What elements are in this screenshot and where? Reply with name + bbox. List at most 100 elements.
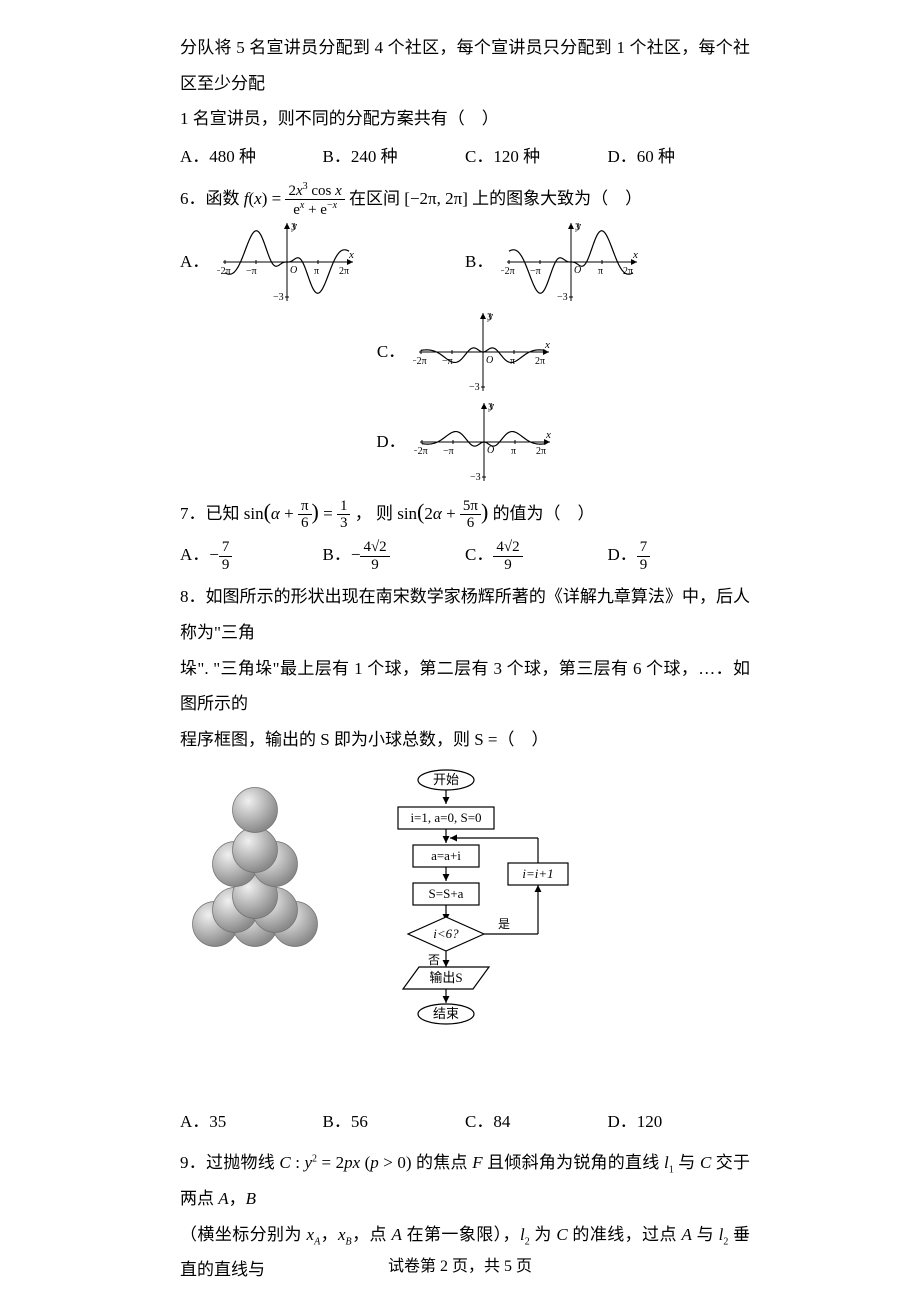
svg-text:O: O <box>574 265 581 276</box>
q7-B-den: 9 <box>360 557 389 574</box>
q8-flowchart: 开始i=1, a=0, S=0a=a+iS=S+ai<6?否是i=i+1输出S结… <box>358 764 578 1094</box>
q7-B-lbl: B． <box>323 545 351 564</box>
q7-opt-D: D．79 <box>608 537 751 573</box>
q7-B-frac: 4√29 <box>360 539 389 573</box>
q8-opt-A: A．35 <box>180 1104 323 1140</box>
q8-line3: 程序框图，输出的 S 即为小球总数，则 S =（ ） <box>180 722 750 758</box>
q8-opt-B: B．56 <box>323 1104 466 1140</box>
svg-text:x: x <box>632 249 638 261</box>
q6-graph-C: −2π−ππ2πOxy3−3 <box>413 309 553 395</box>
q8-t2: 垛". "三角垛"最上层有 1 个球，第二层有 3 个球，第三层有 6 个球，…… <box>180 659 750 714</box>
q5-stem-line1: 分队将 5 名宣讲员分配到 4 个社区，每个宣讲员只分配到 1 个社区，每个社区… <box>180 30 750 101</box>
q6-num: 2x3 cos x <box>285 181 344 201</box>
svg-text:i<6?: i<6? <box>433 926 459 941</box>
svg-text:x: x <box>545 429 551 441</box>
svg-text:2π: 2π <box>623 266 633 277</box>
q8-balls <box>180 764 330 959</box>
q7-opt-A: A．−79 <box>180 537 323 573</box>
svg-text:O: O <box>486 355 493 366</box>
q6-pair-A: A． −2π−ππ2πOxy3−3 <box>180 219 465 305</box>
q6-label-B: B． <box>465 244 493 280</box>
svg-text:是: 是 <box>498 917 510 931</box>
q6-interval: [−2π, 2π] <box>404 189 468 208</box>
q7-A-frac: 79 <box>219 539 233 573</box>
q6-row-AB: A． −2π−ππ2πOxy3−3 B． −2π−ππ2πOxy3−3 <box>180 219 750 305</box>
q8-t1: 8．如图所示的形状出现在南宋数学家杨辉所著的《详解九章算法》中，后人称为"三角 <box>180 587 750 642</box>
svg-text:π: π <box>314 266 319 277</box>
svg-text:3: 3 <box>488 402 493 413</box>
q7-C-den: 9 <box>493 557 522 574</box>
svg-text:−π: −π <box>246 266 257 277</box>
q8-opt-C: C．84 <box>465 1104 608 1140</box>
q6-pre: 6．函数 <box>180 189 244 208</box>
q6-label-A: A． <box>180 244 209 280</box>
q7-A-num: 7 <box>219 539 233 557</box>
q6-stem: 6．函数 f(x) = 2x3 cos x ex + e−x 在区间 [−2π,… <box>180 181 750 219</box>
q7-options: A．−79 B．−4√29 C．4√29 D．79 <box>180 537 750 573</box>
svg-text:−π: −π <box>530 266 541 277</box>
q7-D-lbl: D． <box>608 545 637 564</box>
q7-opt-B: B．−4√29 <box>323 537 466 573</box>
q8-t3: 程序框图，输出的 S 即为小球总数，则 S =（ ） <box>180 730 549 749</box>
q8-options: A．35 B．56 C．84 D．120 <box>180 1104 750 1140</box>
svg-text:2π: 2π <box>536 446 546 457</box>
svg-text:2π: 2π <box>535 356 545 367</box>
q7-D-den: 9 <box>637 557 651 574</box>
svg-text:a=a+i: a=a+i <box>431 848 461 863</box>
q7-A-lbl: A． <box>180 545 209 564</box>
q5-opt-B: B．240 种 <box>323 139 466 175</box>
q7-D-num: 7 <box>637 539 651 557</box>
q6-pair-B: B． −2π−ππ2πOxy3−3 <box>465 219 750 305</box>
q5-options: A．480 种 B．240 种 C．120 种 D．60 种 <box>180 139 750 175</box>
q7-mid: ， 则 <box>355 504 398 523</box>
q5-text-2: 1 名宣讲员，则不同的分配方案共有（ ） <box>180 109 499 128</box>
q6-graph-B: −2π−ππ2πOxy3−3 <box>501 219 641 305</box>
svg-text:−3: −3 <box>273 292 284 303</box>
svg-text:−2π: −2π <box>501 266 515 277</box>
svg-text:S=S+a: S=S+a <box>429 886 464 901</box>
q7-ask: sin(2α + 5π6) <box>397 504 488 523</box>
svg-text:结束: 结束 <box>433 1006 459 1021</box>
svg-text:−2π: −2π <box>217 266 231 277</box>
q5-opt-D: D．60 种 <box>608 139 751 175</box>
q8-figures: 开始i=1, a=0, S=0a=a+iS=S+ai<6?否是i=i+1输出S结… <box>180 764 750 1094</box>
q5-opt-A: A．480 种 <box>180 139 323 175</box>
svg-text:3: 3 <box>575 222 580 233</box>
svg-text:2π: 2π <box>339 266 349 277</box>
svg-text:输出S: 输出S <box>429 970 462 985</box>
q7-given: sin(α + π6) = 13 <box>244 504 351 523</box>
q8-opt-D: D．120 <box>608 1104 751 1140</box>
q7-B-num: 4√2 <box>360 539 389 557</box>
q7-stem: 7．已知 sin(α + π6) = 13 ， 则 sin(2α + 5π6) … <box>180 489 750 535</box>
q9-pre: 9．过抛物线 <box>180 1153 279 1172</box>
svg-text:−2π: −2π <box>414 446 428 457</box>
svg-text:否: 否 <box>428 953 440 967</box>
q7-pre: 7．已知 <box>180 504 244 523</box>
svg-text:π: π <box>511 446 516 457</box>
svg-text:开始: 开始 <box>433 772 459 787</box>
q6-fraction: 2x3 cos x ex + e−x <box>285 181 344 219</box>
svg-text:−3: −3 <box>470 472 481 483</box>
q5-stem-line2: 1 名宣讲员，则不同的分配方案共有（ ） <box>180 101 750 137</box>
svg-text:i=i+1: i=i+1 <box>522 866 553 881</box>
q5-opt-C: C．120 种 <box>465 139 608 175</box>
q6-den: ex + e−x <box>285 200 344 219</box>
svg-text:3: 3 <box>487 312 492 323</box>
svg-text:−2π: −2π <box>413 356 427 367</box>
q8-line1: 8．如图所示的形状出现在南宋数学家杨辉所著的《详解九章算法》中，后人称为"三角 <box>180 579 750 650</box>
q6-graph-A: −2π−ππ2πOxy3−3 <box>217 219 357 305</box>
svg-text:x: x <box>544 339 550 351</box>
q7-A-sign: − <box>209 545 219 564</box>
q6-graph-D: −2π−ππ2πOxy3−3 <box>414 399 554 485</box>
svg-text:O: O <box>290 265 297 276</box>
svg-text:−3: −3 <box>469 382 480 393</box>
q6-mid: 在区间 <box>349 189 404 208</box>
q6-x: x <box>254 189 262 208</box>
q9-curve: C : y2 = 2px (p > 0) <box>279 1153 411 1172</box>
q7-D-frac: 79 <box>637 539 651 573</box>
q7-C-lbl: C． <box>465 545 493 564</box>
q9-line1: 9．过抛物线 C : y2 = 2px (p > 0) 的焦点 F 且倾斜角为锐… <box>180 1145 750 1216</box>
q6-fx-close: ) = <box>262 189 286 208</box>
q7-A-den: 9 <box>219 557 233 574</box>
svg-text:π: π <box>598 266 603 277</box>
